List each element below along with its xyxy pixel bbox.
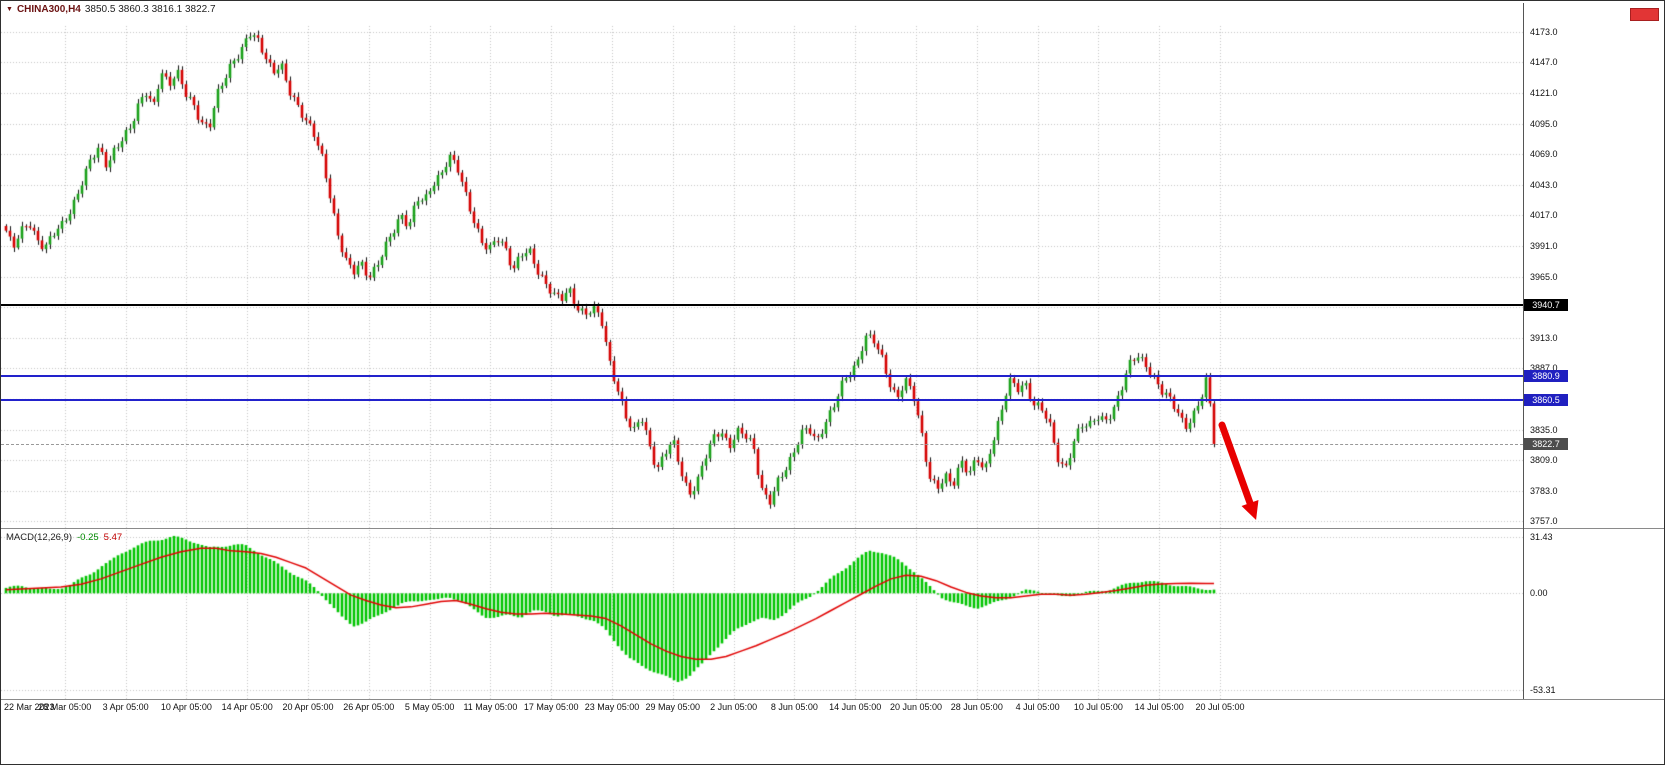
time-tick-label: 20 Jun 05:00 — [889, 702, 943, 712]
price-tick-label: 3835.0 — [1530, 424, 1558, 435]
time-tick-label: 14 Apr 05:00 — [221, 702, 273, 712]
time-tick-label: 28 Mar 05:00 — [38, 702, 92, 712]
price-axis-separator — [1523, 3, 1524, 699]
price-tick-label: 4017.0 — [1530, 210, 1558, 221]
time-tick-label: 2 Jun 05:00 — [710, 702, 758, 712]
macd-indicator-label: MACD(12,26,9) -0.25 5.47 — [6, 532, 122, 543]
pane-separator[interactable] — [1, 528, 1664, 529]
time-tick-label: 17 May 05:00 — [523, 702, 579, 712]
price-tick-label: 3913.0 — [1530, 332, 1558, 343]
price-tick-label: 3783.0 — [1530, 485, 1558, 496]
time-tick-label: 4 Jul 05:00 — [1015, 702, 1060, 712]
price-tick-label: 4173.0 — [1530, 26, 1558, 37]
price-tick-label: 4147.0 — [1530, 57, 1558, 68]
time-tick-label: 14 Jul 05:00 — [1134, 702, 1184, 712]
top-right-red-marker[interactable] — [1630, 8, 1659, 21]
price-tick-label: 4043.0 — [1530, 179, 1558, 190]
price-tick-label: 3965.0 — [1530, 271, 1558, 282]
horizontal-line-3880.9[interactable] — [1, 374, 1523, 377]
current-price-line — [1, 444, 1523, 445]
time-tick-label: 5 May 05:00 — [404, 702, 455, 712]
macd-pane-bottom-border — [1, 699, 1664, 700]
price-tick-label: 3887.0 — [1530, 363, 1558, 374]
price-tick-label: 3991.0 — [1530, 241, 1558, 251]
current-price-badge: 3822.7 — [1524, 438, 1568, 450]
symbol-timeframe-label: CHINA300,H4 — [16, 4, 81, 15]
time-tick-label: 8 Jun 05:00 — [770, 702, 818, 712]
price-tick-label: 4095.0 — [1530, 118, 1558, 129]
chart-menu-triangle-icon: ▼ — [6, 6, 13, 13]
macd-signal-value: 5.47 — [103, 532, 123, 543]
time-tick-label: 10 Jul 05:00 — [1073, 702, 1123, 712]
price-tick-label: 4121.0 — [1530, 88, 1558, 99]
time-tick-label: 28 Jun 05:00 — [950, 702, 1003, 712]
time-tick-label: 22 Mar 2023 — [4, 702, 55, 712]
time-tick-label: 10 Apr 05:00 — [160, 702, 212, 712]
time-tick-label: 23 May 05:00 — [584, 702, 640, 712]
macd-tick-label: 0.00 — [1530, 588, 1548, 599]
macd-main-value: -0.25 — [77, 532, 99, 543]
ohlc-values-label: 3850.5 3860.3 3816.1 3822.7 — [84, 4, 216, 15]
time-axis[interactable]: 22 Mar 2023 28 Mar 05:00 3 Apr 05:00 10 Apr… — [1, 699, 1664, 717]
price-tick-label: 3757.0 — [1530, 516, 1558, 527]
horizontal-line-3940.7[interactable] — [1, 304, 1523, 307]
time-tick-label: 26 Apr 05:00 — [343, 702, 395, 712]
arrow-shaft — [1218, 421, 1254, 507]
arrow-head — [1241, 499, 1259, 520]
price-line-badge: 3880.9 — [1524, 369, 1568, 382]
macd-name-label: MACD(12,26,9) — [6, 532, 72, 543]
macd-tick-label: 31.43 — [1530, 531, 1553, 542]
horizontal-line-3860.5[interactable] — [1, 398, 1523, 401]
price-axis[interactable]: 4173.0 4147.0 4121.0 4095.0 4069.0 4043.0 4017… — [1524, 1, 1664, 764]
time-tick-label: 29 May 05:00 — [645, 702, 701, 712]
time-tick-label: 3 Apr 05:00 — [102, 702, 149, 712]
time-tick-label: 14 Jun 05:00 — [829, 702, 882, 712]
macd-tick-label: -53.31 — [1530, 684, 1556, 695]
price-line-badge: 3860.5 — [1524, 393, 1568, 406]
price-line-badge: 3940.7 — [1524, 299, 1568, 312]
chart-title: ▼ CHINA300,H4 3850.5 3860.3 3816.1 3822.… — [6, 4, 216, 16]
price-tick-label: 3809.0 — [1530, 455, 1558, 466]
time-tick-label: 11 May 05:00 — [463, 702, 518, 712]
time-tick-label: 20 Jul 05:00 — [1195, 702, 1245, 712]
price-tick-label: 4069.0 — [1530, 149, 1558, 160]
time-tick-label: 20 Apr 05:00 — [282, 702, 334, 712]
